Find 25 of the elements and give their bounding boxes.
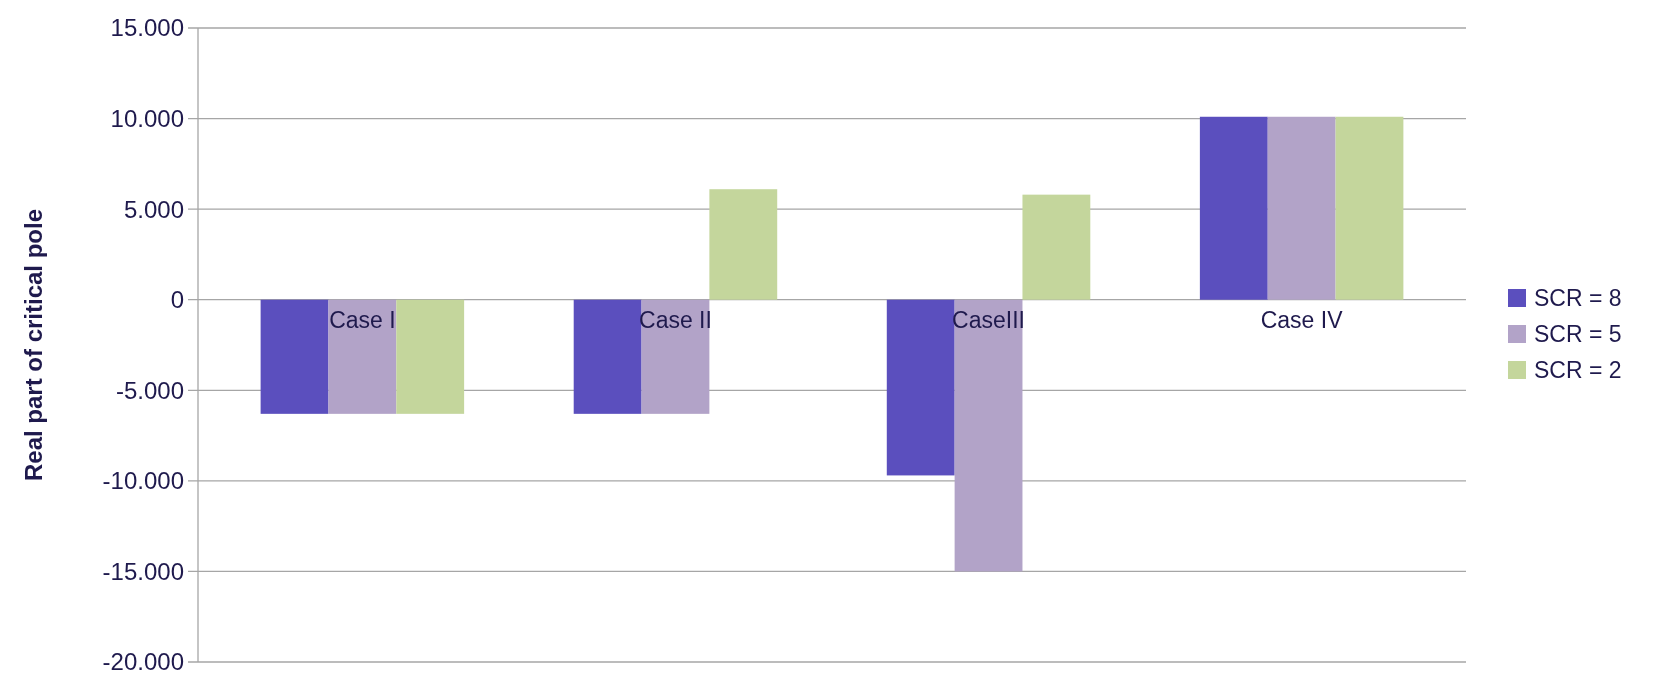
y-tick-label: 5.000 xyxy=(123,195,184,223)
x-tick-label: Case IV xyxy=(1260,306,1344,333)
y-tick-label: -5.000 xyxy=(115,376,184,404)
bar xyxy=(396,299,465,414)
legend-label: SCR = 8 xyxy=(1534,285,1622,312)
bar xyxy=(1199,116,1268,300)
y-tick-label: 15.000 xyxy=(110,14,184,42)
y-tick-label: -15.000 xyxy=(102,557,184,585)
bar xyxy=(328,299,397,414)
bar xyxy=(260,299,329,414)
bar xyxy=(1267,116,1336,300)
legend-label: SCR = 2 xyxy=(1534,357,1622,384)
legend-label: SCR = 5 xyxy=(1534,321,1622,348)
bar xyxy=(709,189,778,300)
bar xyxy=(1335,116,1404,300)
bar xyxy=(886,299,955,476)
y-tick-label: 10.000 xyxy=(110,104,184,132)
y-tick-label: -20.000 xyxy=(102,648,184,676)
bar xyxy=(1022,194,1091,300)
y-axis-title: Real part of critical pole xyxy=(20,208,47,482)
bar xyxy=(573,299,642,414)
y-tick-label: -10.000 xyxy=(102,467,184,495)
y-tick-label: 0 xyxy=(170,286,184,314)
x-tick-label: Case I xyxy=(329,306,396,333)
bar xyxy=(954,299,1023,572)
